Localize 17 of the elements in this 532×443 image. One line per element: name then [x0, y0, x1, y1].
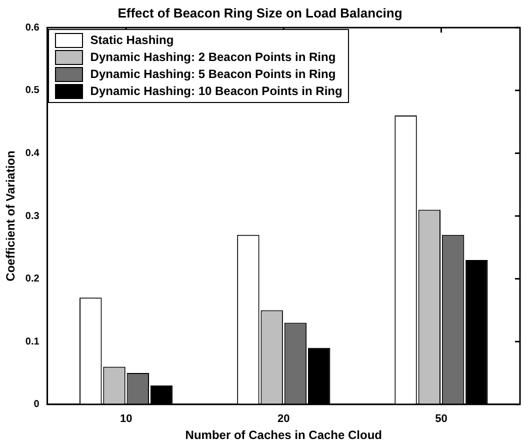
y-axis-title: Coefficient of Variation	[4, 150, 18, 282]
y-tick-label: 0.2	[25, 274, 40, 285]
x-axis-title: Number of Caches in Cache Cloud	[185, 428, 382, 442]
legend-label: Dynamic Hashing: 2 Beacon Points in Ring	[90, 48, 336, 66]
y-tick-label: 0.6	[25, 22, 40, 34]
x-tick-label: 20	[278, 413, 290, 426]
y-tick-label: 0.3	[25, 210, 40, 222]
y-tick-label: 0.5	[25, 85, 40, 96]
x-tick-label: 50	[435, 413, 448, 426]
legend-label: Dynamic Hashing: 5 Beacon Points in Ring	[90, 66, 336, 83]
x-tick-label: 10	[120, 413, 132, 426]
legend-label: Static Hashing	[90, 32, 174, 49]
y-tick-label: 0	[34, 399, 40, 410]
chart-title: Effect of Beacon Ring Size on Load Balancing	[118, 5, 402, 20]
y-tick-label: 0.4	[25, 148, 40, 159]
y-tick-label: 0.1	[25, 336, 40, 348]
legend-label: Dynamic Hashing: 10 Beacon Points in Ring	[90, 82, 342, 100]
